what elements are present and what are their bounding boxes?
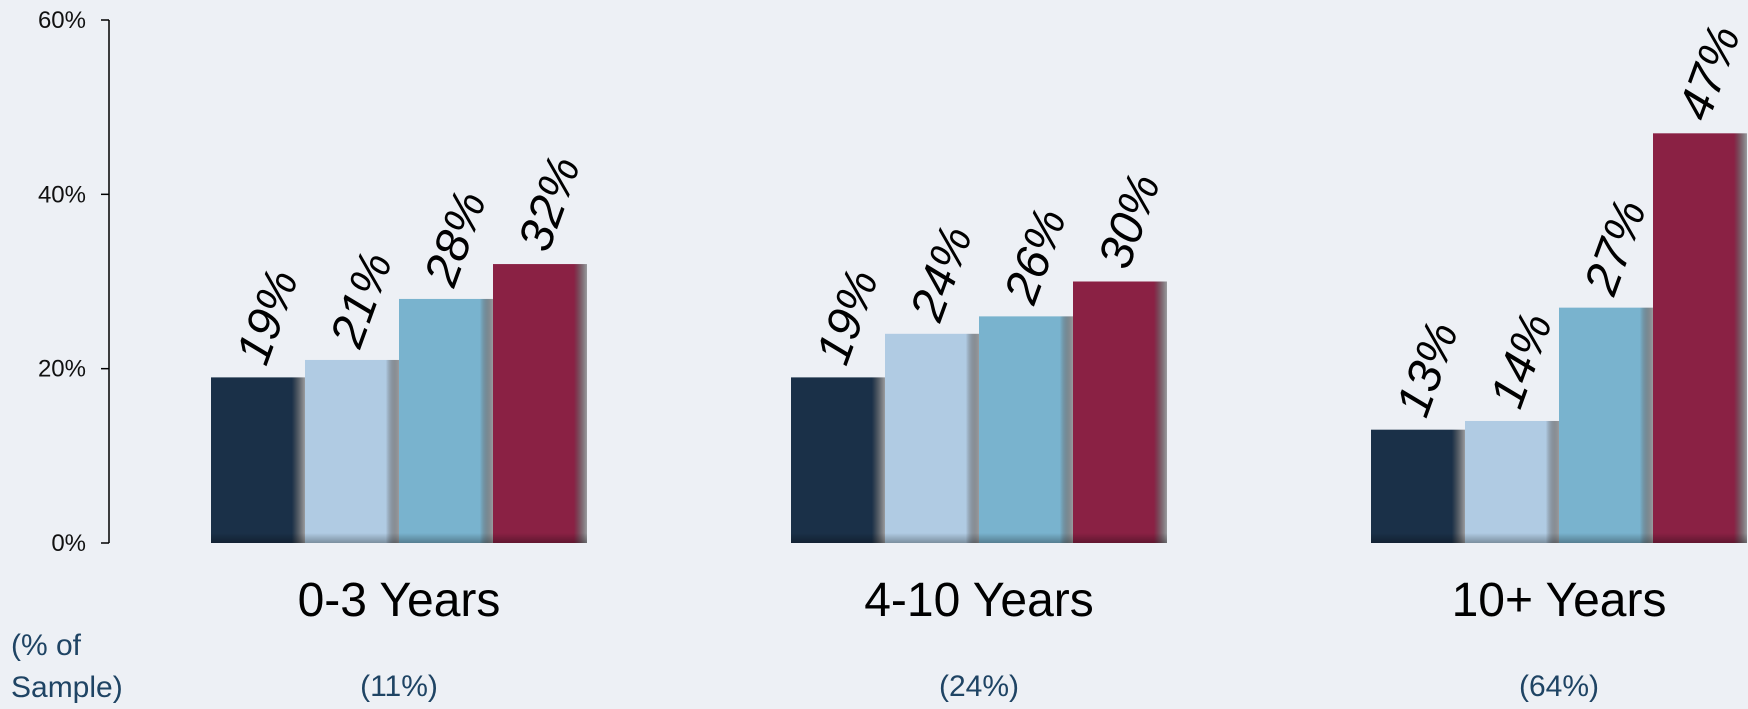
bar: [1371, 429, 1465, 543]
bar-base-shade: [1073, 533, 1167, 543]
data-label: 27%: [1574, 193, 1657, 302]
bar-base-shade: [1465, 533, 1559, 543]
bar-base-shade: [979, 533, 1073, 543]
data-label: 26%: [994, 202, 1077, 311]
bar-base-shade: [211, 533, 305, 543]
data-label: 19%: [807, 263, 890, 371]
sample-share-note: (% of Sample): [11, 629, 123, 704]
bar-base-shade: [305, 533, 399, 543]
sample-share-label: (24%): [939, 670, 1019, 703]
bar-base-shade: [791, 533, 885, 543]
bar: [1653, 133, 1747, 544]
data-label: 21%: [320, 245, 403, 354]
bar: [399, 298, 493, 543]
data-label: 13%: [1387, 315, 1470, 423]
data-label: 19%: [227, 263, 310, 371]
data-label: 47%: [1669, 19, 1748, 127]
bar-base-shade: [1559, 533, 1653, 543]
data-label: 24%: [900, 219, 983, 328]
y-tick-label: 60%: [38, 7, 86, 34]
y-tick-label: 20%: [38, 356, 86, 383]
category-label: 10+ Years: [1452, 574, 1667, 627]
bar: [979, 316, 1073, 543]
bar: [885, 333, 979, 543]
bar: [493, 264, 587, 543]
bar: [211, 377, 305, 543]
sample-share-label: (64%): [1519, 670, 1599, 703]
bar-base-shade: [1371, 533, 1465, 543]
category-labels: 0-3 Years (11%) 4-10 Years (24%) 10+ Years (6…: [298, 574, 1667, 703]
data-label: 14%: [1481, 306, 1564, 414]
bar-base-shade: [885, 533, 979, 543]
category-label: 4-10 Years: [864, 574, 1094, 627]
bar: [1073, 281, 1167, 543]
category-label: 0-3 Years: [298, 574, 501, 627]
bar: [1465, 420, 1559, 543]
y-axis: 0% 20% 40% 60%: [38, 7, 110, 557]
bar-groups: [211, 133, 1747, 544]
data-label: 30%: [1089, 167, 1172, 275]
bar-base-shade: [1653, 533, 1747, 543]
data-label: 32%: [509, 149, 592, 257]
y-tick-label: 0%: [51, 530, 86, 557]
bar: [791, 377, 885, 543]
data-label: 28%: [414, 184, 497, 293]
y-tick-label: 40%: [38, 181, 86, 208]
bar: [305, 359, 399, 543]
bar-base-shade: [399, 533, 493, 543]
bar: [1559, 307, 1653, 543]
sample-share-label: (11%): [360, 670, 438, 703]
bar-base-shade: [493, 533, 587, 543]
